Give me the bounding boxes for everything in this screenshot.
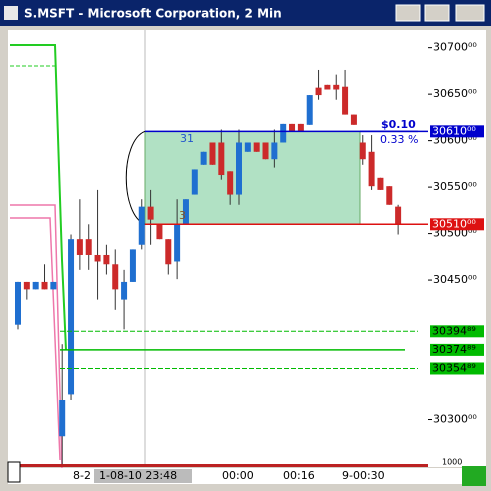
- close-button[interactable]: [455, 4, 485, 22]
- candle-body: [23, 281, 30, 290]
- candle-body: [138, 206, 145, 245]
- candle-body: [15, 281, 21, 325]
- price-box: [430, 343, 484, 356]
- app-icon: [4, 6, 18, 20]
- price-box-label: 30510⁰⁰: [432, 217, 476, 230]
- maximize-button[interactable]: [424, 4, 450, 22]
- candle-body: [191, 169, 198, 195]
- candle-body: [50, 281, 57, 290]
- annotation: 31: [180, 132, 194, 145]
- indicator-line: [10, 204, 63, 471]
- price-box-label: 30354⁸⁹: [432, 361, 476, 374]
- price-box-label: 30374⁸⁹: [432, 343, 476, 356]
- annotation: 3: [179, 209, 186, 222]
- candle-body: [94, 254, 101, 262]
- y-tick-label: 30450⁰⁰: [433, 273, 477, 286]
- time-cursor-box: [94, 469, 192, 483]
- candle-body: [236, 142, 242, 195]
- x-tick-label: 8-2: [73, 469, 91, 482]
- volume-bar: [8, 464, 428, 467]
- x-tick-label: 9-00:30: [342, 469, 385, 482]
- status-icon: [462, 466, 486, 486]
- candle-body: [289, 123, 296, 132]
- candle-body: [41, 281, 48, 290]
- annotation: $0.10: [381, 118, 416, 131]
- scroll-handle[interactable]: [7, 461, 21, 483]
- candle-body: [182, 199, 189, 225]
- candle-body: [342, 86, 349, 115]
- bracket: [125, 130, 146, 225]
- candle-body: [227, 171, 234, 195]
- annotation: 0.33 %: [380, 133, 418, 146]
- y-tick-label: 30550⁰⁰: [433, 180, 477, 193]
- candle-body: [76, 239, 83, 255]
- window-title: S.MSFT - Microsoft Corporation, 2 Min: [24, 7, 282, 21]
- candle-body: [68, 239, 75, 395]
- candle-body: [315, 87, 322, 96]
- candle-body: [280, 123, 287, 143]
- candle-body: [297, 123, 304, 132]
- price-box: [430, 325, 484, 338]
- price-box: [430, 362, 484, 375]
- candle-body: [209, 142, 216, 165]
- price-box-label: 30610⁰⁰: [432, 124, 476, 137]
- candle-body: [368, 151, 375, 187]
- indicator-line: [10, 217, 61, 461]
- candle-body: [112, 264, 119, 290]
- x-tick-label: 1000: [442, 458, 462, 467]
- x-tick-label: 1-08-10 23:48: [99, 469, 177, 482]
- candle-body: [218, 142, 225, 176]
- range-box: [144, 130, 361, 225]
- candle-body: [377, 177, 384, 190]
- candle-body: [350, 114, 357, 125]
- indicator-line: [10, 44, 67, 351]
- candle-body: [271, 142, 278, 160]
- candle-body: [174, 224, 181, 262]
- candle-body: [244, 142, 251, 152]
- candle-body: [121, 281, 128, 300]
- y-tick-label: 30700⁰⁰: [433, 41, 477, 54]
- candle-body: [386, 186, 393, 205]
- candle-body: [165, 239, 172, 265]
- candle-body: [395, 206, 402, 225]
- candle-body: [200, 151, 207, 165]
- candle-body: [156, 224, 163, 240]
- candle-body: [333, 84, 340, 90]
- candle-body: [253, 142, 260, 152]
- candle-body: [85, 239, 92, 255]
- minimize-button[interactable]: [395, 4, 421, 22]
- price-axis: [428, 30, 486, 467]
- x-tick-label: 00:16: [283, 469, 315, 482]
- candle-body: [32, 281, 39, 290]
- candle-body: [359, 142, 366, 160]
- candle-body: [103, 254, 110, 265]
- x-tick-label: 00:00: [222, 469, 254, 482]
- candle-body: [306, 95, 313, 125]
- price-box: [430, 218, 484, 231]
- y-tick-label: 30300⁰⁰: [433, 413, 477, 426]
- y-tick-label: 30650⁰⁰: [433, 87, 477, 100]
- candle-body: [147, 206, 154, 220]
- price-box: [430, 125, 484, 138]
- price-box-label: 30394⁸⁹: [432, 324, 476, 337]
- candle-body: [129, 249, 136, 282]
- candle-body: [262, 142, 269, 160]
- candle-body: [324, 84, 331, 90]
- candle-body: [59, 399, 66, 437]
